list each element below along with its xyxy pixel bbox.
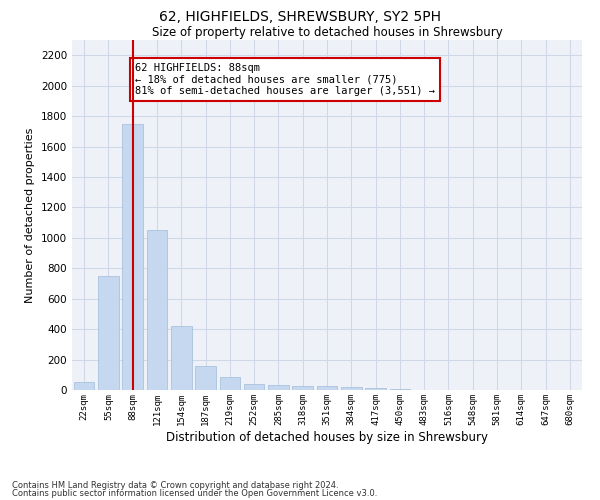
- Bar: [146, 230, 167, 390]
- Bar: [195, 366, 216, 390]
- Bar: [74, 382, 94, 390]
- Bar: [244, 384, 265, 390]
- Title: Size of property relative to detached houses in Shrewsbury: Size of property relative to detached ho…: [152, 26, 502, 39]
- Bar: [122, 124, 143, 390]
- Text: 62, HIGHFIELDS, SHREWSBURY, SY2 5PH: 62, HIGHFIELDS, SHREWSBURY, SY2 5PH: [159, 10, 441, 24]
- X-axis label: Distribution of detached houses by size in Shrewsbury: Distribution of detached houses by size …: [166, 430, 488, 444]
- Bar: [292, 386, 313, 390]
- Bar: [317, 386, 337, 390]
- Bar: [389, 389, 410, 390]
- Text: 62 HIGHFIELDS: 88sqm
← 18% of detached houses are smaller (775)
81% of semi-deta: 62 HIGHFIELDS: 88sqm ← 18% of detached h…: [135, 63, 435, 96]
- Text: Contains public sector information licensed under the Open Government Licence v3: Contains public sector information licen…: [12, 489, 377, 498]
- Bar: [268, 384, 289, 390]
- Text: Contains HM Land Registry data © Crown copyright and database right 2024.: Contains HM Land Registry data © Crown c…: [12, 480, 338, 490]
- Bar: [341, 387, 362, 390]
- Y-axis label: Number of detached properties: Number of detached properties: [25, 128, 35, 302]
- Bar: [98, 276, 119, 390]
- Bar: [171, 326, 191, 390]
- Bar: [220, 377, 240, 390]
- Bar: [365, 388, 386, 390]
